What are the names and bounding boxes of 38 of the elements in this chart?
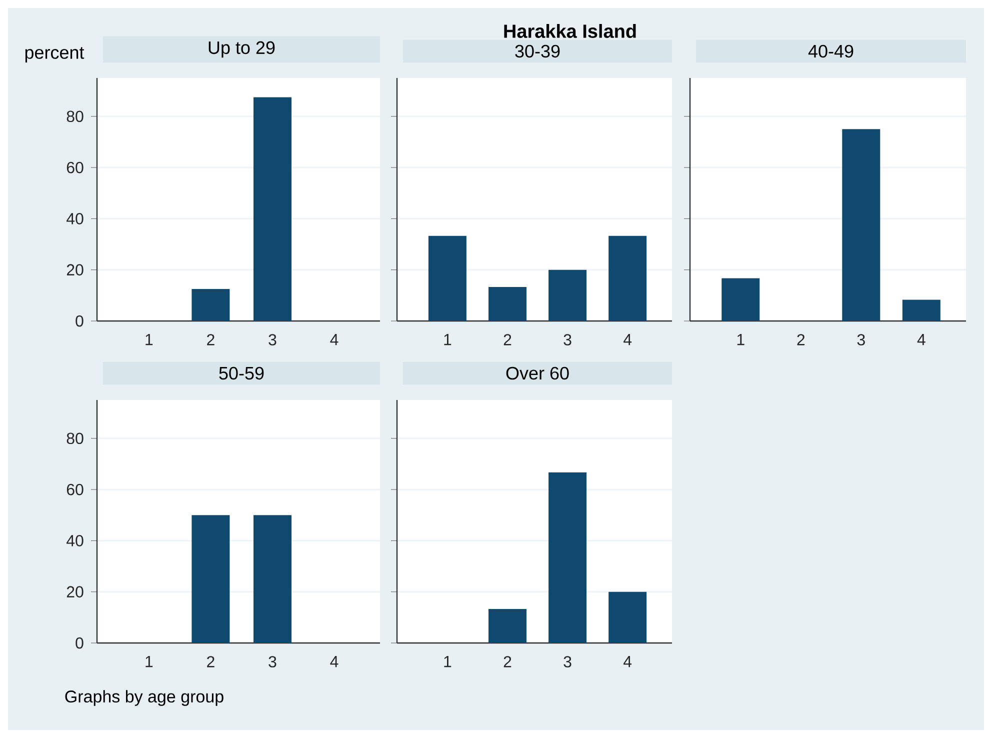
x-tick-label: 1 <box>444 656 452 668</box>
y-tick-label: 40 <box>66 535 84 546</box>
x-tick-label: 2 <box>797 334 805 346</box>
x-tick-label: 2 <box>504 656 512 668</box>
x-tick-label: 1 <box>737 334 744 346</box>
x-tick-label: 3 <box>564 656 572 668</box>
x-tick-label: 3 <box>857 334 865 346</box>
x-tick-label: 4 <box>917 334 926 346</box>
x-tick-label: 1 <box>146 334 153 346</box>
y-tick-label: 0 <box>76 637 84 649</box>
x-tick-label: 2 <box>207 656 214 668</box>
chart-title: 40-49 <box>808 44 854 58</box>
x-tick-label: 2 <box>504 334 512 346</box>
chart-title: Up to 29 <box>208 41 275 58</box>
x-tick-label: 2 <box>207 334 214 346</box>
chart-title: Over 60 <box>506 366 569 380</box>
y-tick-label: 60 <box>66 162 84 174</box>
x-tick-label: 1 <box>146 656 153 668</box>
x-tick-label: 4 <box>330 656 338 668</box>
x-tick-label: 4 <box>330 334 338 346</box>
x-tick-label: 3 <box>268 656 276 668</box>
y-tick-label: 80 <box>66 110 84 122</box>
chart-title: 50-59 <box>219 366 264 380</box>
y-tick-label: 0 <box>76 315 84 327</box>
y-tick-label: 60 <box>66 484 84 496</box>
chart-title: 30-39 <box>515 44 560 58</box>
y-tick-label: 80 <box>66 432 84 444</box>
text: Graphs by age group <box>65 690 224 706</box>
y-tick-label: 40 <box>66 213 84 224</box>
y-tick-label: 20 <box>66 586 84 598</box>
x-tick-label: 1 <box>444 334 452 346</box>
x-tick-label: 3 <box>564 334 572 346</box>
x-tick-label: 4 <box>624 334 632 346</box>
x-tick-label: 3 <box>268 334 276 346</box>
y-axis-title: percent <box>25 47 84 62</box>
y-tick-label: 20 <box>66 264 84 276</box>
text: Harakka Island <box>504 24 636 38</box>
x-tick-label: 4 <box>624 656 632 668</box>
